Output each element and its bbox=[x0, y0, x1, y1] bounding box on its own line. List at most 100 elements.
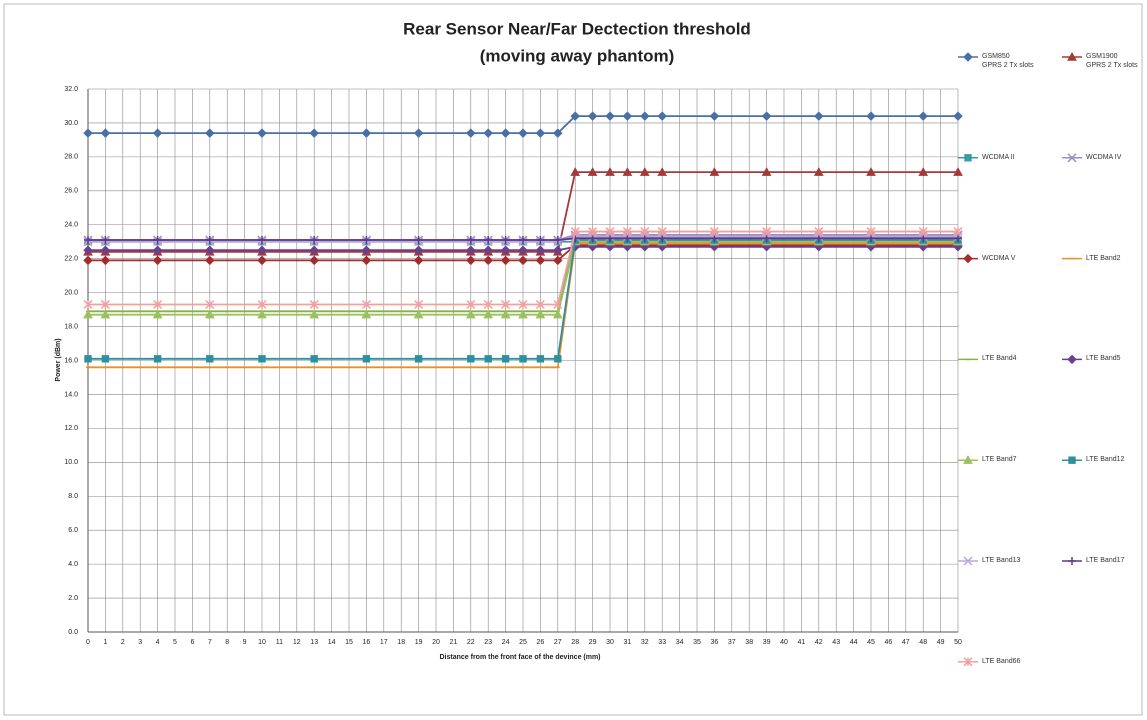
legend-label: LTE Band12 bbox=[1086, 456, 1125, 464]
data-point bbox=[814, 242, 824, 252]
y-tick-label: 22.0 bbox=[64, 256, 78, 263]
y-tick-label: 4.0 bbox=[68, 561, 78, 568]
data-point bbox=[587, 167, 598, 176]
data-point bbox=[309, 255, 319, 266]
data-point bbox=[500, 309, 511, 319]
data-point bbox=[361, 245, 372, 255]
data-point bbox=[100, 245, 111, 255]
data-point bbox=[152, 245, 163, 255]
y-tick-label: 32.0 bbox=[64, 86, 78, 93]
data-point bbox=[466, 245, 476, 255]
data-point bbox=[362, 355, 371, 363]
data-point bbox=[414, 299, 424, 310]
series-line bbox=[88, 235, 958, 243]
data-point bbox=[84, 355, 92, 363]
data-point bbox=[622, 242, 633, 252]
data-point bbox=[100, 255, 111, 266]
data-point bbox=[83, 299, 93, 310]
series-line bbox=[88, 244, 958, 262]
data-point bbox=[309, 128, 319, 138]
data-point bbox=[623, 234, 632, 243]
y-tick-label: 8.0 bbox=[68, 493, 78, 500]
data-point bbox=[257, 255, 267, 266]
data-point bbox=[640, 234, 649, 243]
y-tick-label: 18.0 bbox=[64, 323, 78, 330]
data-point bbox=[257, 309, 267, 319]
x-tick-label: 27 bbox=[554, 639, 562, 646]
x-tick-label: 16 bbox=[363, 639, 371, 646]
data-point bbox=[483, 245, 493, 255]
data-point bbox=[519, 355, 527, 363]
y-tick-label: 0.0 bbox=[68, 629, 78, 636]
data-point bbox=[553, 236, 562, 245]
x-tick-label: 28 bbox=[571, 639, 579, 646]
data-point bbox=[310, 355, 318, 363]
data-point bbox=[309, 299, 319, 310]
x-tick-label: 18 bbox=[397, 639, 405, 646]
x-tick-label: 38 bbox=[745, 639, 753, 646]
data-point bbox=[414, 236, 423, 245]
data-point bbox=[535, 245, 546, 255]
data-point bbox=[483, 255, 493, 266]
data-point bbox=[657, 111, 667, 121]
y-tick-label: 6.0 bbox=[68, 527, 78, 534]
x-tick-label: 45 bbox=[867, 639, 875, 646]
legend-marker bbox=[1068, 557, 1076, 565]
data-point bbox=[466, 236, 475, 245]
x-tick-label: 14 bbox=[328, 639, 336, 646]
data-point bbox=[919, 234, 928, 243]
data-point bbox=[153, 299, 163, 310]
x-tick-label: 43 bbox=[832, 639, 840, 646]
data-point bbox=[814, 227, 824, 237]
legend-marker bbox=[963, 253, 973, 264]
data-point bbox=[500, 128, 511, 138]
data-point bbox=[588, 234, 597, 243]
data-point bbox=[484, 355, 492, 363]
x-tick-label: 33 bbox=[658, 639, 666, 646]
data-point bbox=[587, 242, 598, 252]
y-tick-label: 26.0 bbox=[64, 188, 78, 195]
x-tick-label: 10 bbox=[258, 639, 266, 646]
data-point bbox=[605, 227, 615, 237]
y-tick-label: 16.0 bbox=[64, 357, 78, 364]
data-point bbox=[953, 242, 963, 252]
legend-label: WCDMA II bbox=[982, 153, 1015, 161]
data-point bbox=[657, 167, 668, 176]
x-tick-label: 5 bbox=[173, 639, 177, 646]
series-line bbox=[88, 237, 958, 241]
data-point bbox=[658, 234, 667, 243]
data-point bbox=[605, 111, 615, 121]
data-point bbox=[814, 111, 824, 121]
data-point bbox=[953, 227, 963, 237]
data-point bbox=[153, 236, 162, 245]
x-tick-label: 47 bbox=[902, 639, 910, 646]
data-point bbox=[518, 128, 528, 138]
data-point bbox=[918, 111, 928, 121]
data-point bbox=[518, 299, 528, 310]
series-line bbox=[88, 115, 958, 135]
data-point bbox=[501, 355, 510, 363]
x-tick-label: 37 bbox=[728, 639, 736, 646]
data-point bbox=[709, 227, 719, 237]
y-tick-label: 28.0 bbox=[64, 154, 78, 161]
x-tick-label: 49 bbox=[937, 639, 945, 646]
x-tick-label: 6 bbox=[190, 639, 194, 646]
legend-marker bbox=[1067, 354, 1077, 365]
data-point bbox=[100, 309, 111, 319]
data-point bbox=[483, 299, 493, 310]
data-point bbox=[866, 111, 876, 121]
legend-label: WCDMA V bbox=[982, 254, 1016, 262]
data-point bbox=[813, 167, 824, 176]
data-point bbox=[709, 242, 720, 252]
data-point bbox=[501, 236, 510, 245]
data-point bbox=[552, 309, 563, 319]
x-tick-label: 13 bbox=[310, 639, 318, 646]
data-point bbox=[640, 227, 650, 237]
data-point bbox=[500, 255, 511, 266]
x-tick-label: 39 bbox=[763, 639, 771, 646]
data-point bbox=[535, 128, 546, 138]
data-point bbox=[518, 255, 528, 266]
data-point bbox=[605, 167, 615, 176]
data-point bbox=[83, 309, 93, 319]
legend-marker bbox=[1067, 153, 1077, 163]
